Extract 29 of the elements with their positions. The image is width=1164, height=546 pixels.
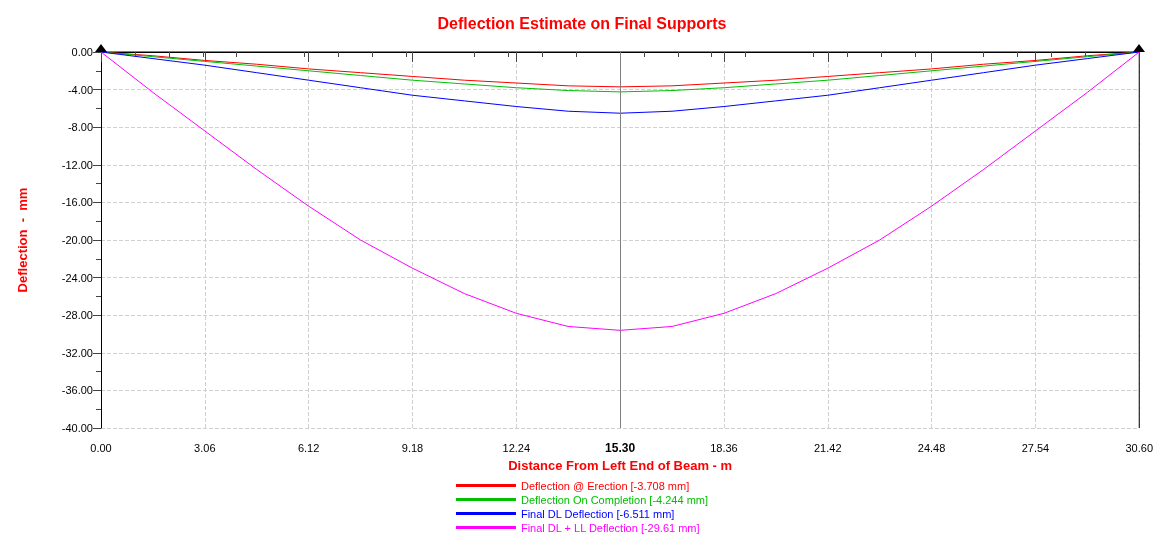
- y-tick-label: -28.00: [61, 309, 93, 322]
- chart-title: Deflection Estimate on Final Supports: [437, 14, 727, 32]
- text: Deflection On Completion [-4.244 mm]: [520, 493, 709, 506]
- x-tick-label: 6.12: [297, 441, 320, 454]
- y-tick-label: -36.00: [61, 384, 93, 397]
- x-tick-label: 9.18: [401, 441, 424, 454]
- text: Deflection @ Erection [-3.708 mm]: [520, 479, 690, 492]
- x-tick-label: 30.60: [1125, 441, 1153, 454]
- x-axis-title: Distance From Left End of Beam - m: [508, 457, 733, 473]
- x-tick-label: 21.42: [814, 441, 842, 454]
- y-tick-label: -16.00: [61, 196, 93, 209]
- y-axis-title: Deflection - mm: [15, 187, 30, 293]
- y-tick-label: 0.00: [71, 46, 93, 58]
- y-tick-label: -32.00: [61, 346, 93, 359]
- y-tick-label: -12.00: [61, 158, 93, 171]
- y-tick-label: -40.00: [61, 422, 93, 434]
- text: Final DL + LL Deflection [-29.61 mm]: [520, 521, 700, 534]
- y-tick-label: -24.00: [61, 271, 93, 284]
- x-tick-label: 18.36: [710, 441, 738, 454]
- y-tick-label: -20.00: [61, 234, 93, 246]
- x-tick-label: 12.24: [502, 441, 531, 454]
- text: Final DL Deflection [-6.511 mm]: [520, 507, 675, 520]
- x-tick-label: 15.30: [605, 441, 636, 455]
- x-tick-label: 3.06: [194, 441, 216, 454]
- x-tick-label: 0.00: [90, 441, 112, 454]
- y-tick-label: -8.00: [67, 121, 93, 134]
- y-tick-label: -4.00: [67, 83, 93, 96]
- x-tick-label: 27.54: [1021, 441, 1050, 454]
- x-tick-label: 24.48: [917, 441, 946, 454]
